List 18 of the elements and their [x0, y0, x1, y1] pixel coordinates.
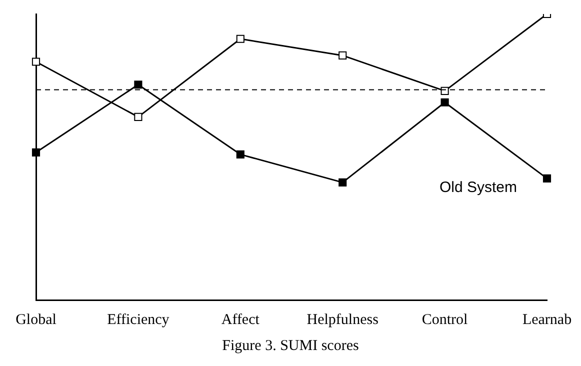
x-tick-label: Control	[422, 312, 468, 328]
x-tick-label: Helpfulness	[306, 312, 379, 328]
x-tick-label: Affect	[221, 312, 260, 328]
point	[440, 98, 449, 106]
x-tick-label: Global	[16, 312, 56, 328]
caption: Figure 3. SUMI scores	[221, 338, 360, 355]
point	[542, 174, 552, 182]
point	[236, 150, 244, 158]
point	[338, 178, 347, 186]
point	[134, 80, 142, 89]
point	[32, 58, 40, 66]
point	[338, 51, 347, 60]
x-tick-label: Learnab	[522, 312, 572, 328]
point	[236, 34, 244, 43]
x-tick-label: Efficiency	[107, 312, 170, 328]
point	[134, 112, 142, 121]
point	[32, 148, 40, 156]
series-label: Old System	[439, 179, 517, 196]
